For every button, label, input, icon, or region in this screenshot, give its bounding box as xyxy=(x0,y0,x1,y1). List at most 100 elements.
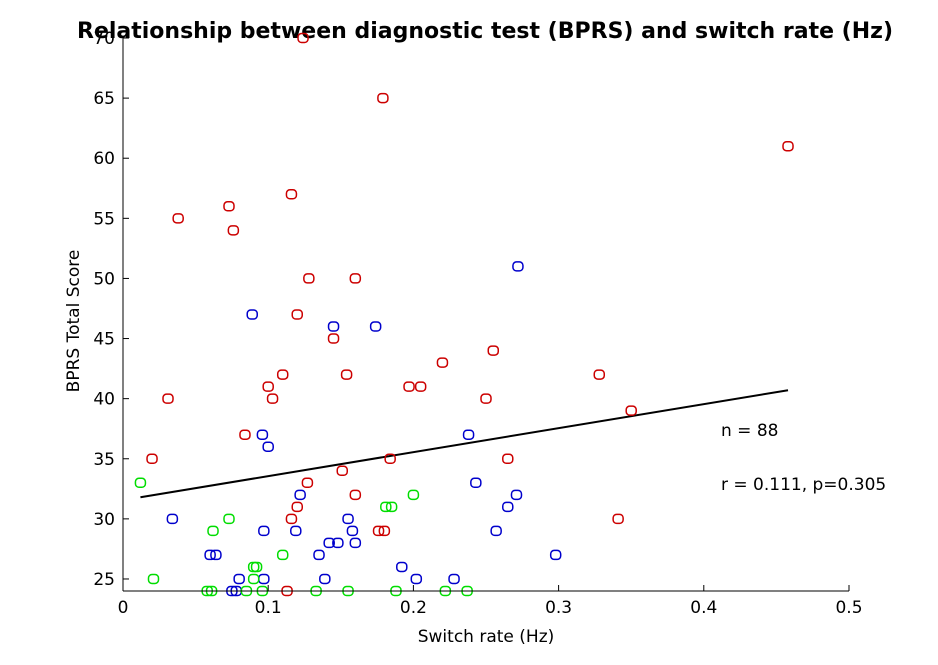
data-point xyxy=(332,537,344,549)
data-point xyxy=(396,561,408,573)
data-point xyxy=(349,489,362,501)
data-point xyxy=(490,525,502,537)
y-tick-label: 50 xyxy=(93,269,115,289)
data-point xyxy=(313,549,325,561)
y-tick-label: 35 xyxy=(93,450,115,470)
x-tick-label: 0.1 xyxy=(255,598,282,618)
data-point xyxy=(294,489,306,501)
data-point xyxy=(290,525,302,537)
data-point xyxy=(502,453,514,465)
data-point xyxy=(342,513,354,525)
data-series xyxy=(146,32,794,597)
data-point xyxy=(470,477,482,489)
data-point xyxy=(510,489,523,501)
data-point xyxy=(782,140,794,152)
data-point xyxy=(403,381,415,392)
data-point xyxy=(502,501,514,513)
data-point xyxy=(239,429,251,440)
data-point xyxy=(210,549,222,561)
x-tick-label: 0 xyxy=(118,598,129,618)
data-point xyxy=(340,369,353,380)
y-tick-label: 45 xyxy=(93,330,115,350)
data-point xyxy=(233,573,245,585)
y-tick-label: 65 xyxy=(93,89,115,109)
data-point xyxy=(291,501,303,513)
y-tick-label: 55 xyxy=(93,209,115,229)
x-tick-label: 0.5 xyxy=(835,598,862,618)
data-point xyxy=(262,441,274,452)
data-point xyxy=(384,453,396,465)
data-point xyxy=(285,189,298,200)
data-point xyxy=(349,537,362,549)
data-point xyxy=(414,381,427,392)
y-tick-label: 70 xyxy=(93,29,115,49)
data-point xyxy=(172,213,184,224)
data-point xyxy=(207,525,219,537)
regression-line xyxy=(140,389,789,499)
data-point xyxy=(204,549,216,561)
data-point xyxy=(327,333,340,344)
data-point xyxy=(436,357,449,368)
data-point xyxy=(301,477,314,489)
data-point xyxy=(250,561,263,573)
data-point xyxy=(378,525,391,537)
y-tick-label: 30 xyxy=(93,510,115,530)
data-point xyxy=(285,513,298,525)
data-point xyxy=(297,32,309,44)
x-axis-ticks: 0 0.1 0.2 0.3 0.4 0.5 xyxy=(118,585,863,618)
data-point xyxy=(410,573,423,585)
x-axis-label: Switch rate (Hz) xyxy=(418,627,555,647)
data-point xyxy=(487,345,500,356)
data-point xyxy=(146,453,158,465)
data-series xyxy=(166,261,562,597)
data-point xyxy=(512,261,524,272)
sample-size-annotation: n = 88 xyxy=(721,421,778,441)
data-point xyxy=(246,309,258,320)
data-point xyxy=(462,429,475,440)
data-point xyxy=(380,501,392,513)
data-point xyxy=(266,393,279,404)
data-point xyxy=(276,369,289,380)
data-point xyxy=(349,273,362,284)
data-point xyxy=(162,393,174,404)
data-point xyxy=(336,465,349,477)
x-tick-label: 0.2 xyxy=(400,598,427,618)
data-point xyxy=(323,537,335,549)
data-point xyxy=(223,513,235,525)
data-point xyxy=(327,321,340,332)
correlation-annotation: r = 0.111, p=0.305 xyxy=(721,475,886,495)
data-point xyxy=(448,573,460,585)
y-tick-label: 60 xyxy=(93,149,115,169)
y-axis-label: BPRS Total Score xyxy=(64,250,84,393)
data-point xyxy=(256,429,269,440)
data-point xyxy=(612,513,624,525)
data-point xyxy=(549,549,562,561)
chart-title: Relationship between diagnostic test (BP… xyxy=(77,19,893,44)
data-point xyxy=(593,369,606,380)
data-point xyxy=(247,573,260,585)
y-tick-label: 25 xyxy=(93,570,115,590)
x-tick-label: 0.4 xyxy=(690,598,717,618)
data-point xyxy=(223,201,235,212)
data-point xyxy=(377,92,389,104)
data-point xyxy=(276,549,289,561)
data-point xyxy=(319,573,331,585)
data-point xyxy=(369,321,382,332)
data-point xyxy=(258,525,270,537)
data-point xyxy=(166,513,179,525)
data-point xyxy=(291,309,303,320)
x-tick-label: 0.3 xyxy=(545,598,572,618)
y-tick-label: 40 xyxy=(93,390,115,410)
data-point xyxy=(147,573,160,585)
data-point xyxy=(346,525,359,537)
data-point xyxy=(480,393,492,404)
data-point xyxy=(227,225,240,236)
data-point xyxy=(385,501,398,513)
data-point xyxy=(407,489,420,501)
data-point xyxy=(625,405,637,416)
data-point xyxy=(303,273,315,284)
plot-area xyxy=(134,32,794,597)
data-point xyxy=(134,477,147,489)
